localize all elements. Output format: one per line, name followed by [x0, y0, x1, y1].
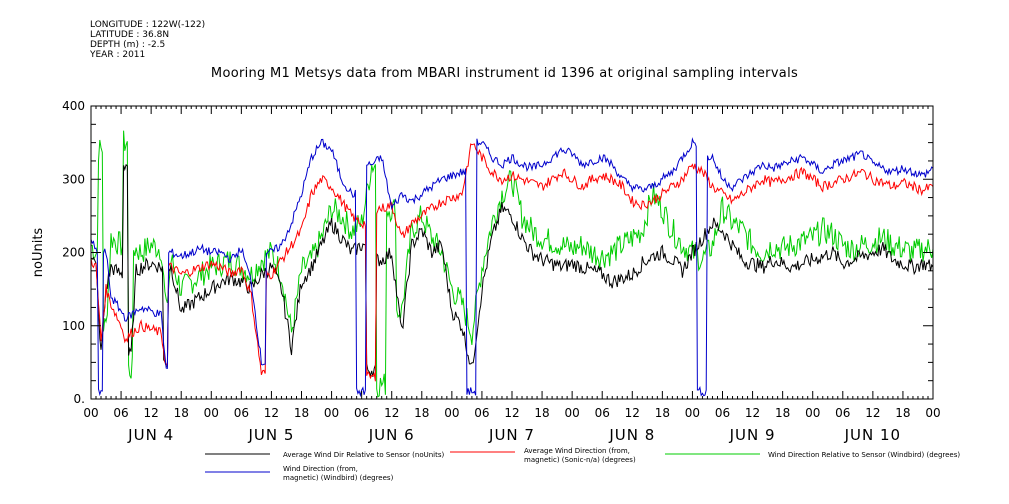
- series-line: [91, 163, 933, 378]
- series-line: [91, 143, 933, 382]
- metadata-depth: DEPTH (m) : -2.5: [90, 40, 166, 50]
- metadata-block: LONGITUDE : 122W(-122) LATITUDE : 36.8N …: [90, 20, 205, 60]
- y-tick-label: 100: [62, 319, 85, 333]
- series-line: [91, 130, 933, 398]
- x-tick-label: 06: [835, 406, 850, 420]
- y-tick-label: 300: [62, 172, 85, 186]
- x-tick-label: 00: [444, 406, 459, 420]
- x-tick-label: 06: [595, 406, 610, 420]
- x-tick-label: 18: [895, 406, 910, 420]
- x-tick-label: 12: [625, 406, 640, 420]
- legend-entry: Average Wind Dir Relative to Sensor (noU…: [283, 451, 444, 459]
- legend-entry: magnetic) (Sonic-n/a) (degrees): [524, 456, 636, 464]
- chart-title: Mooring M1 Metsys data from MBARI instru…: [210, 66, 799, 81]
- x-tick-label: 12: [865, 406, 880, 420]
- x-tick-label: 18: [655, 406, 670, 420]
- legend-entry: Average Wind Direction (from,: [524, 447, 630, 455]
- day-label: JUN 10: [844, 426, 901, 444]
- day-label: JUN 4: [127, 426, 174, 444]
- x-tick-label: 06: [715, 406, 730, 420]
- x-tick-label: 12: [144, 406, 159, 420]
- x-tick-label: 00: [685, 406, 700, 420]
- x-tick-label: 18: [174, 406, 189, 420]
- x-tick-label: 06: [234, 406, 249, 420]
- day-label: JUN 8: [608, 426, 655, 444]
- plot-frame: [90, 105, 934, 400]
- day-label: JUN 7: [488, 426, 535, 444]
- y-tick-label: 0.: [74, 392, 85, 406]
- x-tick-label: 06: [354, 406, 369, 420]
- x-tick-label: 00: [565, 406, 580, 420]
- x-tick-label: 00: [805, 406, 820, 420]
- x-tick-label: 12: [504, 406, 519, 420]
- x-tick-label: 18: [414, 406, 429, 420]
- x-tick-label: 00: [204, 406, 219, 420]
- day-label: JUN 6: [368, 426, 415, 444]
- x-tick-label: 00: [925, 406, 940, 420]
- metadata-latitude: LATITUDE : 36.8N: [90, 30, 170, 40]
- x-tick-label: 00: [83, 406, 98, 420]
- x-tick-label: 12: [745, 406, 760, 420]
- x-tick-label: 12: [264, 406, 279, 420]
- x-tick-label: 06: [113, 406, 128, 420]
- legend-entry: Wind Direction (from,: [283, 465, 358, 473]
- y-axis-label: noUnits: [31, 228, 46, 278]
- legend-entry: Wind Direction Relative to Sensor (Windb…: [768, 451, 960, 459]
- metadata-longitude: LONGITUDE : 122W(-122): [90, 20, 206, 30]
- day-label: JUN 5: [247, 426, 294, 444]
- y-tick-label: 200: [62, 246, 85, 260]
- series-line: [91, 137, 933, 398]
- x-tick-label: 12: [384, 406, 399, 420]
- x-tick-label: 00: [324, 406, 339, 420]
- x-tick-label: 18: [534, 406, 549, 420]
- metadata-year: YEAR : 2011: [90, 50, 146, 60]
- x-tick-label: 06: [474, 406, 489, 420]
- x-tick-label: 18: [294, 406, 309, 420]
- y-tick-label: 400: [62, 99, 85, 113]
- x-tick-label: 18: [775, 406, 790, 420]
- day-label: JUN 9: [729, 426, 776, 444]
- legend-entry: magnetic) (Windbird) (degrees): [283, 474, 394, 482]
